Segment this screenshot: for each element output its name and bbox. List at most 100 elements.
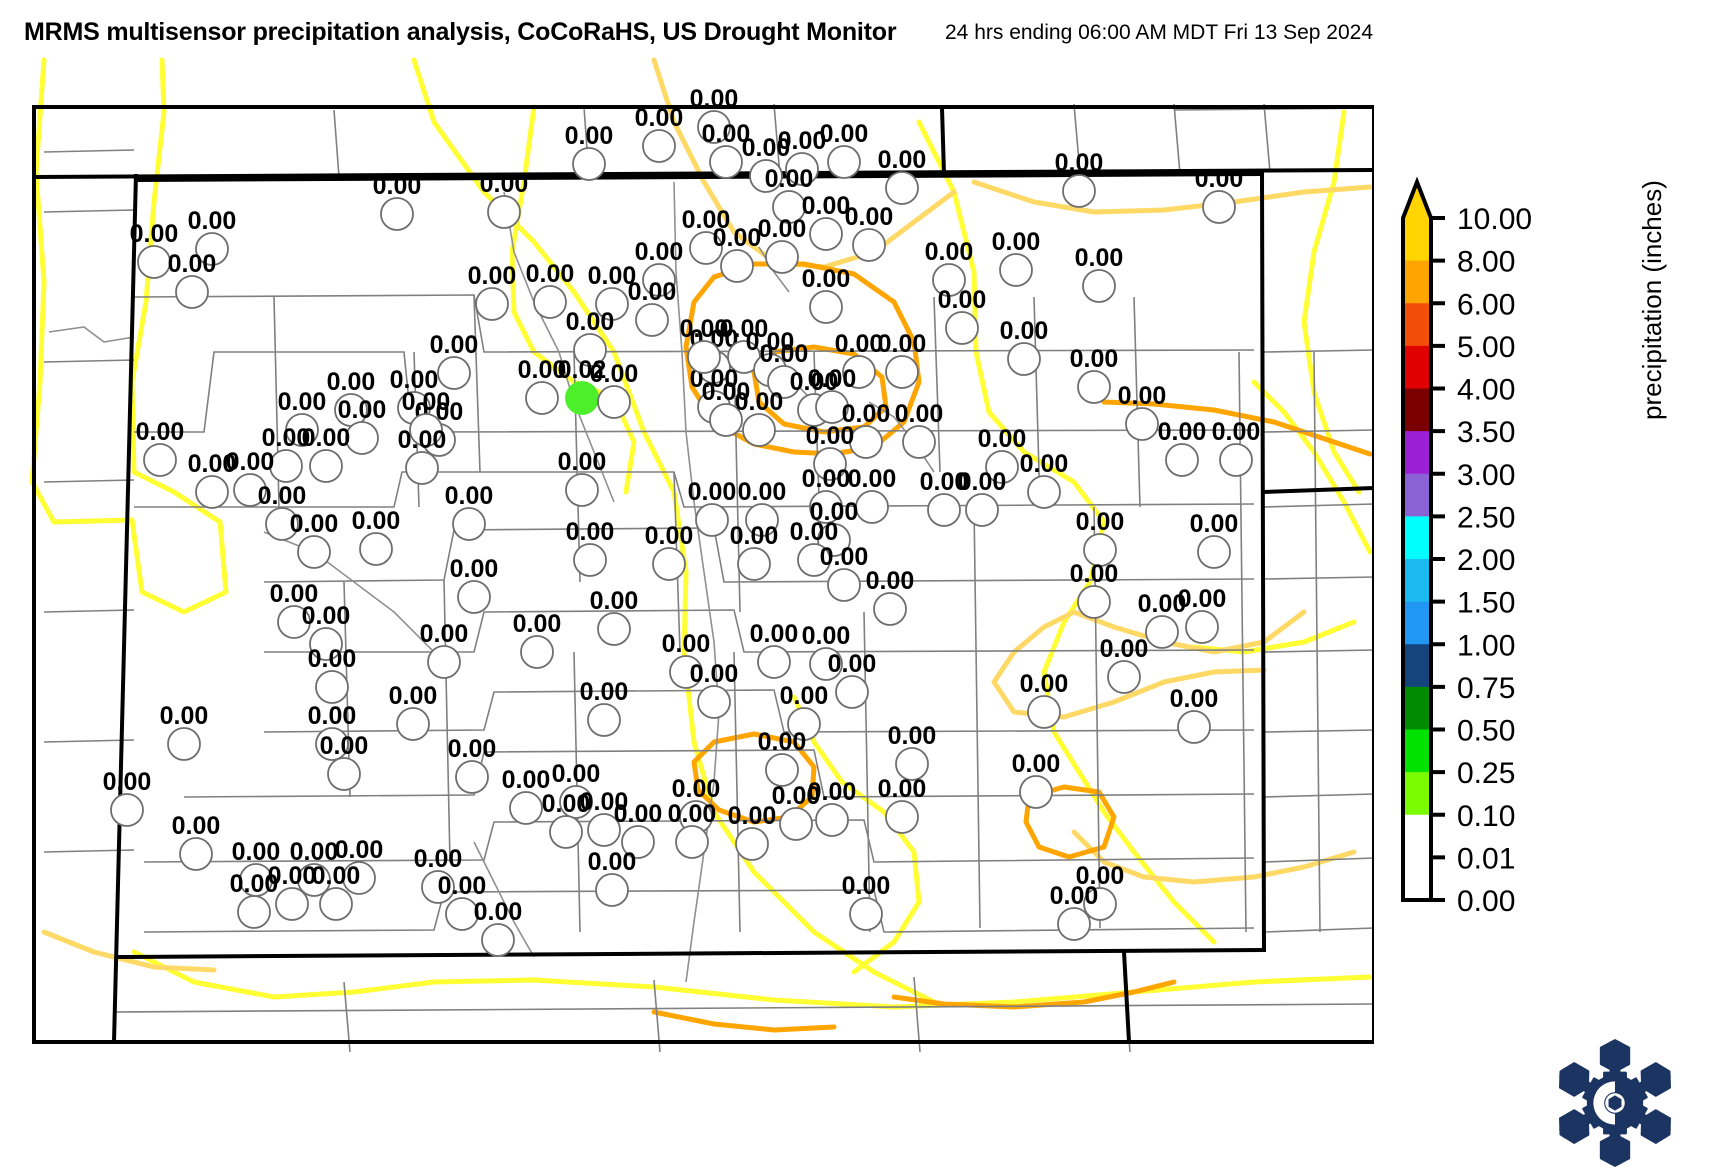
station-marker[interactable]: 0.00 [542, 790, 591, 849]
station-circle[interactable] [587, 703, 621, 737]
station-marker[interactable]: 0.00 [1000, 317, 1049, 376]
precipitation-map[interactable]: 0.00 0.00 0.00 0.00 0.00 0.00 0.00 0.00 0.00 0.00… [14, 52, 1374, 1052]
station-marker[interactable]: 0.00 [188, 207, 237, 266]
station-circle[interactable] [785, 152, 819, 186]
station-circle[interactable] [813, 447, 847, 481]
station-circle[interactable] [297, 535, 331, 569]
station-circle[interactable] [1082, 269, 1116, 303]
station-marker[interactable]: 0.00 [420, 620, 469, 679]
station-marker[interactable]: 0.00 [808, 778, 857, 837]
station-circle[interactable] [737, 547, 771, 581]
station-circle[interactable] [1057, 907, 1091, 941]
station-marker[interactable]: 0.00 [772, 782, 821, 841]
station-circle[interactable] [873, 592, 907, 626]
station-marker[interactable]: 0.00 [878, 775, 927, 834]
station-marker[interactable]: 0.00 [438, 872, 487, 931]
station-marker[interactable]: 0.00 [720, 315, 769, 374]
station-circle[interactable] [709, 403, 743, 437]
station-circle[interactable] [427, 645, 461, 679]
station-marker[interactable]: 0.00 [835, 330, 884, 389]
station-circle[interactable] [457, 580, 491, 614]
station-marker[interactable]: 0.00 [688, 478, 737, 537]
station-circle[interactable] [885, 800, 919, 834]
station-marker[interactable]: 0.00 [1020, 450, 1069, 509]
station-circle[interactable] [1177, 710, 1211, 744]
station-circle[interactable] [932, 263, 966, 297]
station-circle[interactable] [742, 413, 776, 447]
station-circle[interactable] [765, 240, 799, 274]
station-circle[interactable] [797, 543, 831, 577]
station-marker[interactable]: 0.00 [802, 622, 851, 681]
station-marker[interactable]: 0.00 [1190, 510, 1239, 569]
station-marker[interactable]: 0.00 [790, 518, 839, 577]
station-marker[interactable]: 0.00 [750, 620, 799, 679]
station-marker[interactable]: 0.00 [682, 206, 731, 265]
station-marker[interactable]: 0.00 [518, 356, 567, 415]
station-marker[interactable]: 0.00 [1118, 382, 1167, 441]
station-circle[interactable] [827, 568, 861, 602]
station-circle[interactable] [1125, 407, 1159, 441]
station-marker[interactable]: 0.00 [513, 610, 562, 669]
station-circle[interactable] [1185, 610, 1219, 644]
station-marker[interactable]: 0.00 [1195, 165, 1244, 224]
station-circle[interactable] [137, 245, 171, 279]
station-circle[interactable] [1145, 615, 1179, 649]
station-marker[interactable]: 0.00 [402, 388, 451, 447]
colorbar-canvas[interactable]: 10.00 8.00 6.00 5.00 4.00 3.50 3.00 2.50 2.00 1.5… [1385, 170, 1705, 930]
station-marker[interactable]: 0.00 [920, 468, 969, 527]
station-circle[interactable] [927, 493, 961, 527]
station-marker[interactable]: 0.00 [230, 870, 279, 929]
station-marker[interactable]: 0.00 [430, 331, 479, 390]
station-marker[interactable]: 0.00 [1076, 862, 1125, 921]
station-circle[interactable] [487, 195, 521, 229]
station-circle[interactable] [635, 303, 669, 337]
station-circle[interactable] [297, 863, 331, 897]
station-circle[interactable] [849, 897, 883, 931]
station-circle[interactable] [1083, 887, 1117, 921]
station-circle[interactable] [999, 253, 1033, 287]
station-circle[interactable] [852, 228, 886, 262]
station-circle[interactable] [597, 612, 631, 646]
station-circle[interactable] [895, 747, 929, 781]
station-circle[interactable] [1027, 695, 1061, 729]
station-circle[interactable] [525, 381, 559, 415]
station-marker[interactable]: 0.00 [742, 134, 791, 193]
station-marker[interactable]: 0.00 [1212, 418, 1261, 477]
station-circle[interactable] [965, 493, 999, 527]
station-circle[interactable] [642, 129, 676, 163]
station-circle[interactable] [809, 647, 843, 681]
station-circle[interactable] [767, 365, 801, 399]
station-marker[interactable]: 0.00 [168, 250, 217, 309]
station-marker[interactable]: 0.00 [290, 838, 339, 897]
station-marker[interactable]: 0.00 [802, 265, 851, 324]
station-marker[interactable]: 0.00 [1158, 418, 1207, 477]
station-marker[interactable]: 0.00 [635, 104, 684, 163]
station-circle[interactable] [572, 147, 606, 181]
station-marker[interactable]: 0.00 [888, 722, 937, 781]
station-circle[interactable] [195, 232, 229, 266]
station-circle[interactable] [237, 895, 271, 929]
station-circle[interactable] [595, 287, 629, 321]
station-circle[interactable] [509, 791, 543, 825]
station-marker[interactable]: 0.00 [645, 522, 694, 581]
station-marker[interactable]: 0.00 [480, 170, 529, 229]
station-marker[interactable]: 0.00 [103, 768, 152, 827]
station-marker[interactable]: 0.00 [758, 728, 807, 787]
station-circle[interactable] [827, 145, 861, 179]
station-marker[interactable]: 0.00 [526, 260, 575, 319]
station-circle[interactable] [695, 503, 729, 537]
station-marker[interactable]: 0.00 [1055, 149, 1104, 208]
station-circle[interactable] [1219, 443, 1253, 477]
station-marker[interactable]: 0.02 [558, 356, 607, 415]
station-circle[interactable] [749, 159, 783, 193]
station-circle[interactable] [179, 837, 213, 871]
station-circle[interactable] [315, 670, 349, 704]
station-marker[interactable]: 0.00 [312, 862, 361, 921]
station-circle[interactable] [689, 231, 723, 265]
station-marker[interactable]: 0.00 [565, 122, 614, 181]
station-marker[interactable]: 0.00 [590, 360, 639, 419]
station-marker[interactable]: 0.00 [760, 340, 809, 399]
station-circle[interactable] [342, 861, 376, 895]
station-circle[interactable] [475, 287, 509, 321]
station-marker[interactable]: 0.00 [672, 775, 721, 834]
